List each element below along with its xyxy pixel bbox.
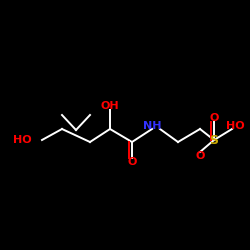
Text: S: S (210, 134, 218, 146)
Text: OH: OH (101, 101, 119, 111)
Text: O: O (127, 157, 137, 167)
Text: O: O (209, 113, 219, 123)
Text: HO: HO (226, 121, 244, 131)
Text: NH: NH (143, 121, 161, 131)
Text: HO: HO (13, 135, 31, 145)
Text: O: O (195, 151, 205, 161)
